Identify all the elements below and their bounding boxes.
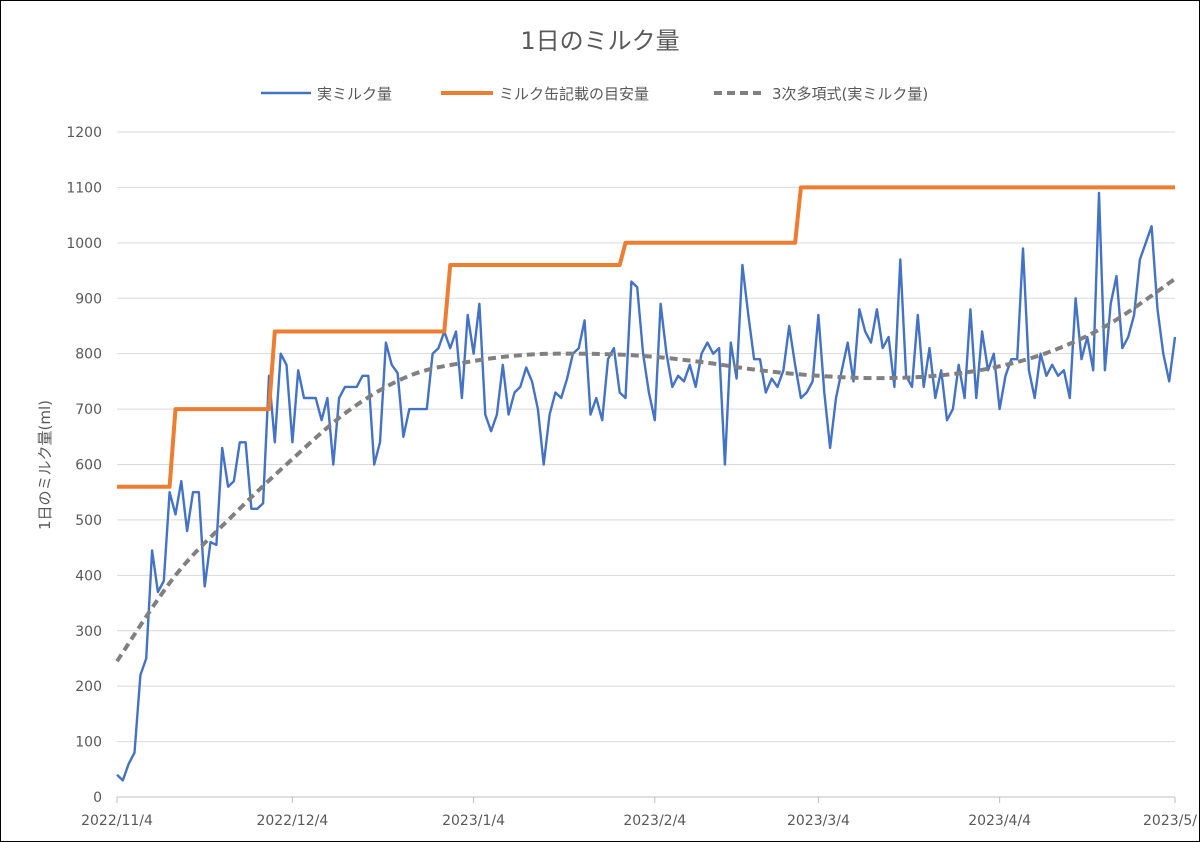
y-tick-label: 1200: [66, 125, 102, 141]
gridlines: [117, 131, 1175, 798]
legend-label: 実ミルク量: [317, 85, 392, 103]
y-tick-label: 0: [93, 790, 102, 806]
y-tick-label: 200: [75, 679, 102, 695]
y-tick-label: 600: [75, 458, 102, 474]
x-tick-label: 2022/11/4: [81, 813, 153, 829]
legend-label: ミルク缶記載の目安量: [499, 85, 649, 103]
y-tick-label: 900: [75, 291, 102, 307]
x-tick-label: 2023/4/4: [968, 813, 1031, 829]
y-tick-label: 300: [75, 624, 102, 640]
series-line-trend: [115, 277, 1177, 663]
legend-label: 3次多項式(実ミルク量): [772, 85, 928, 103]
legend-item-guideline: ミルク缶記載の目安量: [441, 85, 649, 103]
y-tick-label: 500: [75, 513, 102, 529]
series-line-guideline: [117, 185, 1175, 489]
x-tick-label: 2023/1/4: [442, 813, 505, 829]
legend: 実ミルク量 ミルク缶記載の目安量 3次多項式(実ミルク量): [261, 85, 928, 103]
y-axis-ticks: 0 100 200 300 400 500 600 700 800 900 1000 1100 1200: [66, 125, 102, 806]
y-tick-label: 100: [75, 735, 102, 751]
y-tick-label: 800: [75, 347, 102, 363]
y-tick-label: 400: [75, 568, 102, 584]
x-tick-label: 2023/3/4: [787, 813, 850, 829]
x-axis-ticks: 2022/11/4 2022/12/4 2023/1/4 2023/2/4 2023/3…: [81, 797, 1197, 829]
series-line-actual-milk: [116, 191, 1177, 782]
y-axis-title: 1日のミルク量(ml): [36, 400, 54, 530]
y-tick-label: 1000: [66, 236, 102, 252]
legend-item-trend: 3次多項式(実ミルク量): [714, 85, 928, 103]
chart-title: 1日のミルク量: [520, 27, 679, 55]
x-tick-label: 2023/5/: [1143, 813, 1197, 829]
y-tick-label: 700: [75, 402, 102, 418]
legend-item-actual-milk: 実ミルク量: [261, 85, 392, 103]
x-tick-label: 2022/12/4: [256, 813, 328, 829]
series-points-actual-milk: [116, 192, 1176, 781]
x-tick-label: 2023/2/4: [623, 813, 686, 829]
series-layer: [115, 185, 1177, 782]
y-tick-label: 1100: [66, 180, 102, 196]
